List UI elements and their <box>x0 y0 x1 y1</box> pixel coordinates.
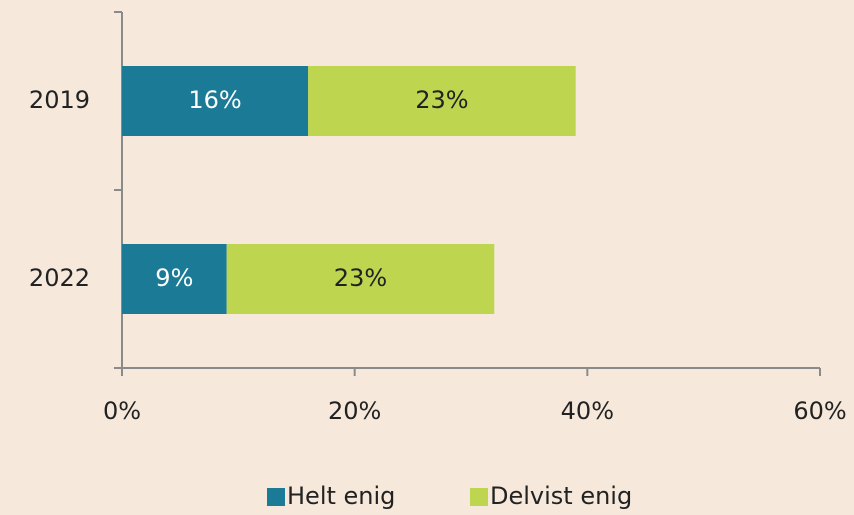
bar <box>122 66 309 136</box>
x-tick-label: 60% <box>793 397 846 425</box>
legend-label: Helt enig <box>287 482 395 510</box>
value-label: 23% <box>334 264 387 292</box>
bar <box>308 66 576 136</box>
value-label: 23% <box>415 86 468 114</box>
x-tick-label: 40% <box>561 397 614 425</box>
y-tick-label: 2022 <box>29 264 90 292</box>
value-label: 9% <box>155 264 193 292</box>
x-tick-label: 20% <box>328 397 381 425</box>
x-tick-label: 0% <box>103 397 141 425</box>
legend-swatch <box>267 488 285 506</box>
y-tick-label: 2019 <box>29 86 90 114</box>
legend-swatch <box>470 488 488 506</box>
legend-label: Delvist enig <box>490 482 632 510</box>
bar <box>122 244 227 314</box>
value-label: 16% <box>188 86 241 114</box>
bar <box>226 244 495 314</box>
